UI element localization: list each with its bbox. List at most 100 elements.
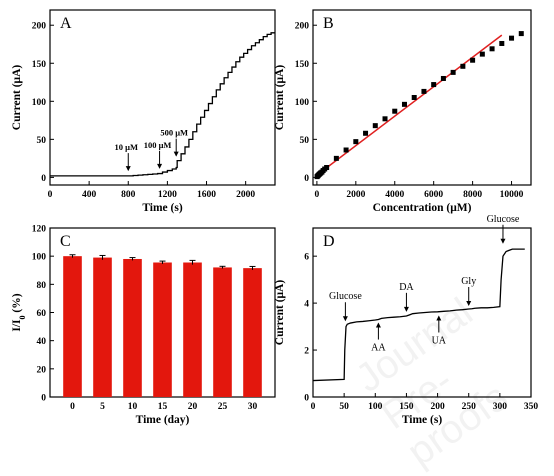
- annotation-arrowhead: [375, 322, 381, 328]
- x-tick-label: 100: [368, 402, 383, 412]
- x-tick-label: 30: [248, 402, 258, 412]
- y-tick-label: 100: [295, 98, 310, 108]
- bar: [183, 262, 202, 397]
- y-tick-label: 2: [304, 347, 309, 357]
- y-tick-label: 6: [304, 253, 309, 263]
- x-axis-label: Time (s): [142, 202, 183, 214]
- x-tick-label: 0: [315, 190, 320, 200]
- data-point: [401, 101, 407, 107]
- y-axis-label: Current (μA): [274, 65, 286, 131]
- data-point: [440, 75, 446, 81]
- x-tick-label: 50: [339, 402, 349, 412]
- plot-frame: [312, 227, 532, 398]
- y-tick-label: 50: [300, 136, 310, 146]
- data-point: [479, 51, 485, 57]
- bar: [93, 257, 112, 397]
- y-tick-label: 4: [304, 300, 309, 310]
- x-tick-label: 350: [524, 402, 539, 412]
- annotation-arrowhead: [173, 151, 179, 157]
- panel-b: 0 2000 4000 6000 8000 10000 0 50 100 150 200 Concen…: [274, 9, 532, 214]
- x-tick-label: 300: [493, 402, 508, 412]
- panel-d: 0 50 100 150 200 250 300 350 0 2 4 6 Time (s) Current…: [274, 214, 538, 426]
- panel-label: D: [323, 233, 335, 250]
- plot-frame: [49, 9, 276, 186]
- series-line: [50, 32, 275, 177]
- annotation-arrowhead: [466, 300, 472, 306]
- x-tick-label: 0: [70, 402, 75, 412]
- data-point: [392, 108, 398, 114]
- annotation-label: DA: [399, 282, 414, 293]
- fit-line: [316, 34, 503, 176]
- data-point: [353, 139, 359, 145]
- data-point: [509, 35, 515, 41]
- x-tick-label: 400: [82, 190, 97, 200]
- y-tick-label: 0: [41, 174, 46, 184]
- data-point: [343, 147, 349, 153]
- x-tick-label: 800: [121, 190, 136, 200]
- x-tick-label: 15: [158, 402, 168, 412]
- x-tick-label: 6000: [424, 190, 443, 200]
- data-point: [460, 63, 466, 69]
- panel-label: B: [323, 15, 334, 32]
- series-line: [312, 248, 525, 382]
- y-tick-label: 100: [32, 253, 47, 263]
- data-point: [421, 88, 427, 94]
- x-tick-label: 10: [128, 402, 138, 412]
- data-point: [324, 165, 330, 170]
- annotation-label: AA: [371, 343, 386, 354]
- y-axis-label: Current (μA): [274, 280, 286, 346]
- bar: [243, 268, 262, 397]
- x-tick-label: 2000: [346, 190, 365, 200]
- x-tick-label: 5: [100, 402, 105, 412]
- data-point: [431, 82, 437, 88]
- x-tick-label: 150: [399, 402, 414, 412]
- y-tick-label: 200: [295, 22, 310, 32]
- annotation-label: Glucose: [487, 214, 520, 225]
- annotation-label: Gly: [461, 276, 476, 287]
- y-tick-label: 150: [32, 60, 47, 70]
- annotation-label: 100 μM: [144, 140, 172, 150]
- annotation-label: UA: [432, 336, 447, 347]
- annotation-label: 10 μM: [115, 142, 138, 152]
- data-point: [499, 40, 505, 46]
- x-tick-label: 2000: [236, 190, 255, 200]
- bar: [213, 267, 232, 397]
- y-tick-label: 20: [37, 365, 47, 375]
- x-tick-label: 200: [430, 402, 445, 412]
- x-tick-label: 0: [311, 402, 316, 412]
- y-tick-label: 0: [304, 174, 309, 184]
- y-tick-label: 120: [32, 225, 47, 235]
- x-tick-label: 10000: [500, 190, 524, 200]
- x-tick-label: 1600: [197, 190, 216, 200]
- x-tick-label: 20: [188, 402, 198, 412]
- bar: [63, 256, 82, 397]
- annotation-arrowhead: [125, 166, 131, 172]
- y-tick-label: 80: [37, 281, 47, 291]
- y-tick-label: 200: [32, 22, 47, 32]
- data-point: [363, 130, 369, 136]
- data-point: [372, 123, 378, 129]
- annotation-arrowhead: [436, 315, 442, 321]
- data-point: [470, 57, 476, 63]
- y-axis-label: I/I0 (%): [11, 293, 27, 331]
- data-point: [333, 155, 339, 161]
- plot-frame: [312, 9, 532, 186]
- x-tick-label: 8000: [463, 190, 482, 200]
- y-tick-label: 50: [37, 136, 47, 146]
- panel-label: C: [60, 233, 71, 250]
- bar: [123, 258, 142, 397]
- x-tick-label: 1200: [158, 190, 177, 200]
- annotation-arrowhead: [342, 316, 348, 322]
- y-tick-label: 150: [295, 60, 310, 70]
- panel-label: A: [60, 15, 72, 32]
- panel-c: 0 20 40 60 80 100 120 0 5 10 15 20 25 30 Time (day) C I/…: [11, 225, 276, 426]
- data-point: [411, 95, 417, 100]
- annotation-arrowhead: [403, 306, 409, 312]
- bar: [153, 262, 172, 397]
- y-tick-label: 40: [37, 337, 47, 347]
- annotation-arrowhead: [157, 163, 163, 169]
- data-point: [382, 116, 388, 122]
- x-tick-label: 0: [48, 190, 53, 200]
- data-point: [518, 31, 524, 37]
